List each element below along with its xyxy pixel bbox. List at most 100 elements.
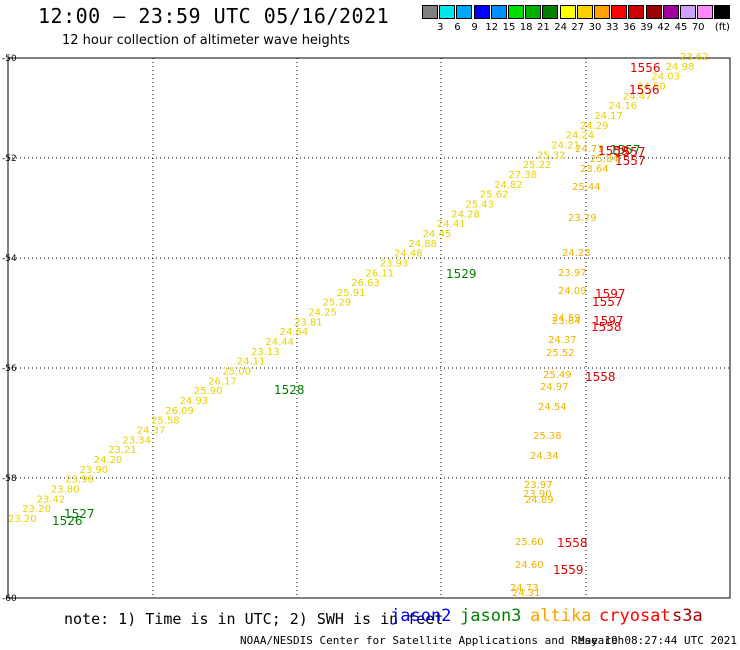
wave-height-label: 24.20 xyxy=(94,455,123,466)
wave-height-label: 25.43 xyxy=(466,199,495,210)
wave-height-label: 23.81 xyxy=(294,317,323,328)
legend-swatch xyxy=(611,5,628,19)
legend-swatch xyxy=(490,5,507,19)
wave-height-label: 23.21 xyxy=(108,445,137,456)
wave-height-label: 24.16 xyxy=(609,101,638,112)
pass-time-label: 1557 xyxy=(592,295,623,309)
legend-label: 21 xyxy=(537,22,550,33)
pass-time-label: 1558 xyxy=(585,370,616,384)
wave-height-label: 24.11 xyxy=(237,357,266,368)
wave-height-map: -120-117-114-111-108-10-50-52-54-56-58-6… xyxy=(2,52,731,604)
y-tick-label: -52 xyxy=(2,154,17,164)
legend-jason2: jason2 xyxy=(390,606,452,626)
wave-height-label: 25.29 xyxy=(323,298,352,309)
legend-cryosat: cryosat xyxy=(599,606,671,626)
wave-height-label: 24.45 xyxy=(423,229,452,240)
wave-height-label: 23.90 xyxy=(523,489,552,500)
legend-label: 9 xyxy=(471,22,478,33)
legend-swatch xyxy=(645,5,662,19)
legend-swatch xyxy=(576,5,593,19)
wave-height-label: 24.37 xyxy=(548,335,577,346)
wave-height-label: 27.38 xyxy=(508,170,537,181)
wave-height-label: 25.62 xyxy=(480,190,509,201)
pass-time-label: 1559 xyxy=(598,144,629,158)
legend-swatch xyxy=(473,5,490,19)
legend-swatch xyxy=(594,5,610,19)
wave-height-label: 23.90 xyxy=(79,465,108,476)
legend-label: 36 xyxy=(623,22,636,33)
wave-height-label: 23.20 xyxy=(8,514,37,525)
wave-height-label: 25.91 xyxy=(337,288,366,299)
wave-height-label: 24.93 xyxy=(180,396,209,407)
wave-height-label: 24.25 xyxy=(308,308,337,319)
legend-swatch xyxy=(559,5,576,19)
wave-height-label: 23.97 xyxy=(524,480,553,491)
wave-height-label: 23.84 xyxy=(552,316,581,327)
wave-height-label: 24.97 xyxy=(540,382,569,393)
wave-height-label: 23.64 xyxy=(580,164,609,175)
wave-height-label: 24.64 xyxy=(280,327,309,338)
pass-time-label: 1528 xyxy=(274,383,305,397)
wave-height-label: 23.96 xyxy=(65,475,94,486)
wave-height-label: 23.42 xyxy=(37,494,66,505)
legend-swatch xyxy=(439,5,456,19)
legend-label: 3 xyxy=(437,22,444,33)
legend-label: 30 xyxy=(588,22,602,33)
wave-height-label: 23.34 xyxy=(122,435,151,446)
wave-height-label: 24.21 xyxy=(551,140,580,151)
wave-height-label: 23.13 xyxy=(251,347,280,358)
legend-swatch xyxy=(697,5,714,19)
credit-text: NOAA/NESDIS Center for Satellite Applica… xyxy=(240,634,625,647)
pass-time-label: 1557 xyxy=(610,143,641,157)
pass-time-label: 1529 xyxy=(446,267,477,281)
pass-time-label: 1557 xyxy=(615,154,646,168)
wave-height-label: 24.82 xyxy=(494,180,523,191)
legend-unit: (ft) xyxy=(714,22,730,33)
legend-label: 27 xyxy=(571,22,585,33)
wave-height-label: 24.47 xyxy=(623,91,652,102)
legend-label: 33 xyxy=(605,22,619,33)
wave-height-label: 24.50 xyxy=(637,81,666,92)
legend-label: 70 xyxy=(691,22,705,33)
wave-height-label: 24.71 xyxy=(575,144,604,155)
legend-swatch xyxy=(628,5,645,19)
wave-height-label: 24.73 xyxy=(510,583,539,594)
y-tick-label: -60 xyxy=(2,594,17,604)
y-tick-label: -54 xyxy=(2,254,17,264)
legend-label: 45 xyxy=(674,22,688,33)
pass-time-label: 1597 xyxy=(595,287,626,301)
pass-time-label: 1526 xyxy=(52,514,83,528)
wave-height-label: 24.34 xyxy=(530,451,559,462)
legend-label: 15 xyxy=(502,22,516,33)
wave-height-label: 25.00 xyxy=(222,367,251,378)
wave-height-label: 24.37 xyxy=(137,426,166,437)
wave-height-label: 24.28 xyxy=(451,209,480,220)
pass-time-label: 1557 xyxy=(615,145,646,159)
legend-s3a: s3a xyxy=(672,606,703,626)
pass-time-label: 1597 xyxy=(593,314,624,328)
wave-height-label: 24.31 xyxy=(512,588,541,599)
wave-height-label: 25.58 xyxy=(151,416,180,427)
wave-height-label: 25.44 xyxy=(572,182,601,193)
wave-height-label: 23.62 xyxy=(680,52,709,63)
wave-height-label: 26.63 xyxy=(351,278,380,289)
legend-swatch xyxy=(714,5,731,19)
wave-height-label: 24.29 xyxy=(580,121,609,132)
wave-height-label: 24.59 xyxy=(552,313,581,324)
wave-height-label: 25.49 xyxy=(543,370,572,381)
grid-lines xyxy=(8,58,730,598)
wave-height-label: 24.44 xyxy=(265,337,294,348)
legend-swatch xyxy=(542,5,559,19)
legend-swatch xyxy=(456,5,473,19)
legend-swatch xyxy=(525,5,542,19)
legend-label: 18 xyxy=(519,22,533,33)
wave-height-label: 26.17 xyxy=(208,376,237,387)
wave-height-label: 24.09 xyxy=(558,286,587,297)
legend-swatch xyxy=(508,5,524,19)
page-subtitle: 12 hour collection of altimeter wave hei… xyxy=(62,33,350,48)
wave-height-label: 24.54 xyxy=(538,402,567,413)
wave-height-label: 24.41 xyxy=(437,219,466,230)
pass-time-label: 1527 xyxy=(64,507,95,521)
wave-height-label: 25.84 xyxy=(590,154,619,165)
wave-height-label: 24.98 xyxy=(666,62,695,73)
